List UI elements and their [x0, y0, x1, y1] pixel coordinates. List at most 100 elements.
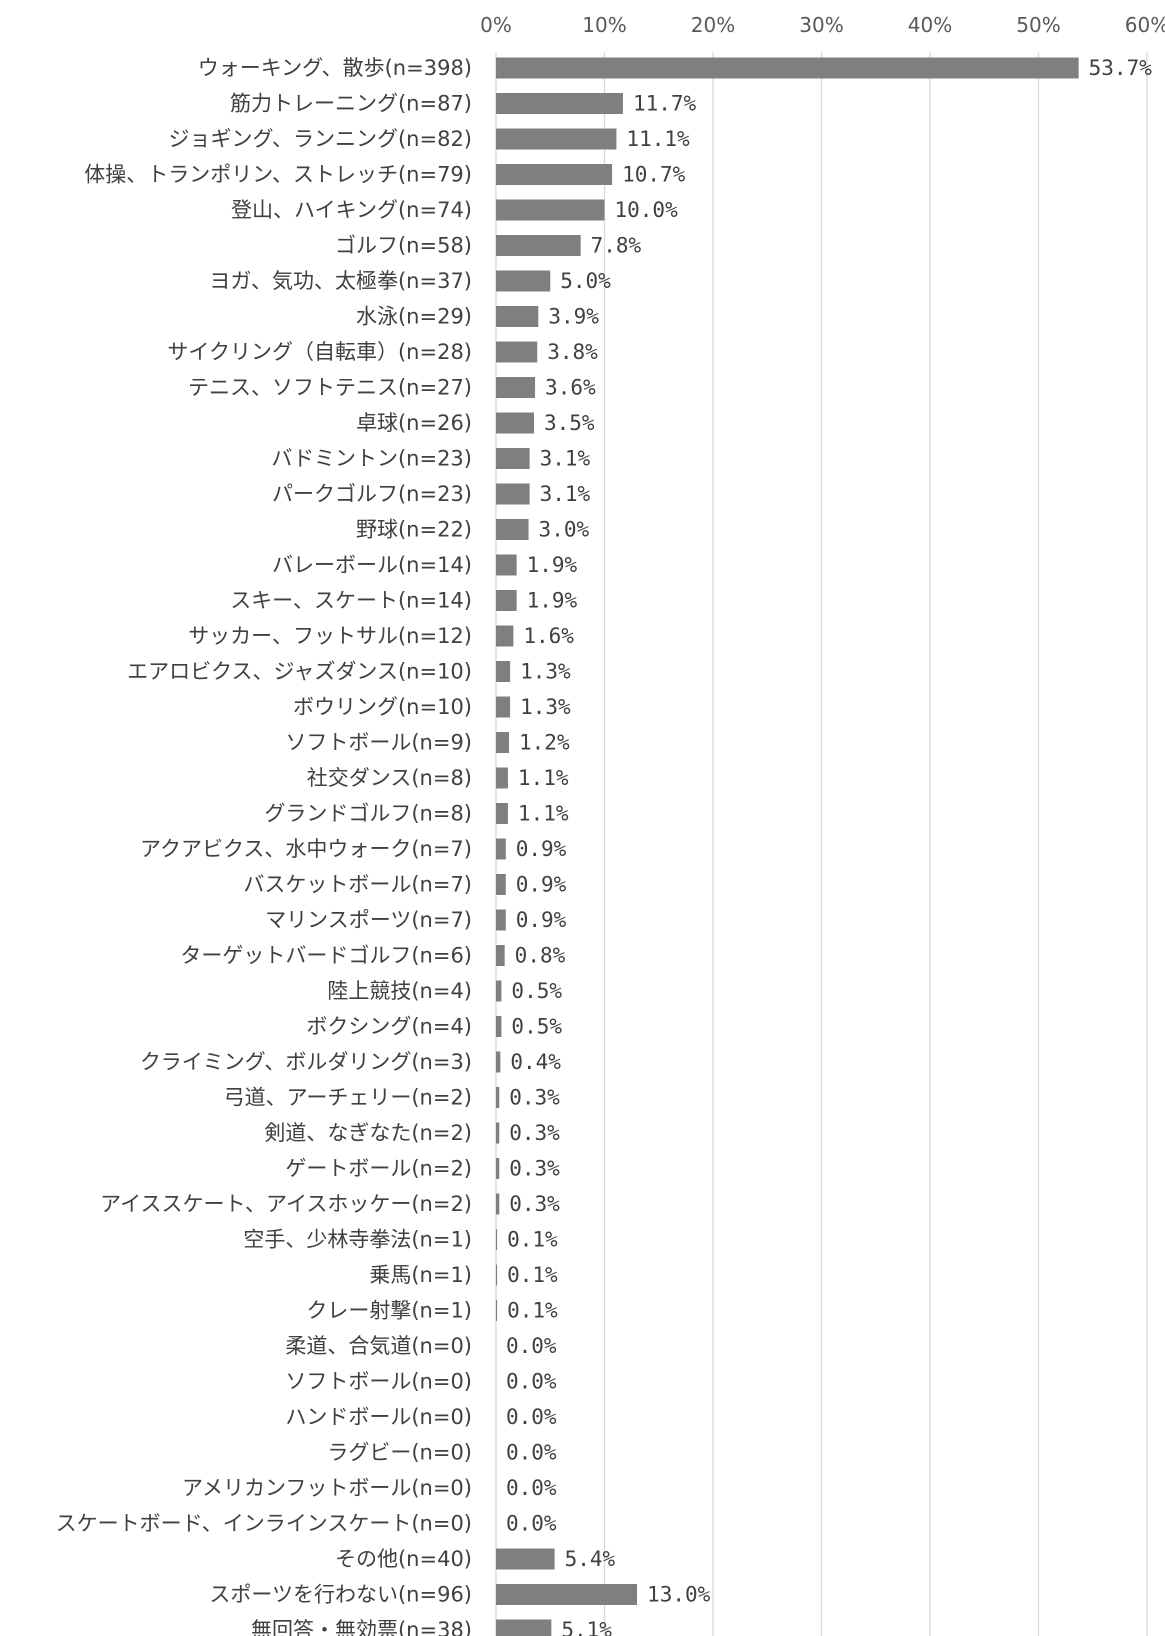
- bar: [496, 93, 623, 114]
- x-tick-label: 40%: [908, 13, 952, 37]
- bar: [496, 57, 1079, 79]
- category-label: アメリカンフットボール(n=0): [182, 1476, 472, 1500]
- data-label: 5.4%: [565, 1547, 616, 1571]
- data-label: 0.5%: [511, 979, 562, 1003]
- data-label: 3.1%: [540, 482, 591, 506]
- bar: [496, 412, 534, 434]
- category-label: エアロビクス、ジャズダンス(n=10): [127, 660, 472, 684]
- category-label: クレー射撃(n=1): [306, 1299, 472, 1323]
- bar: [496, 377, 536, 398]
- category-label: バレーボール(n=14): [272, 553, 472, 577]
- category-label: その他(n=40): [335, 1547, 472, 1571]
- bar: [496, 554, 517, 576]
- bar: [496, 306, 539, 327]
- category-label: ラグビー(n=0): [327, 1441, 472, 1465]
- bar: [496, 1016, 502, 1037]
- category-label: スケートボード、インラインスケート(n=0): [56, 1512, 472, 1536]
- data-label: 0.8%: [515, 944, 566, 968]
- category-label: ボクシング(n=4): [306, 1015, 472, 1039]
- bar: [496, 590, 517, 611]
- data-label: 3.5%: [544, 411, 595, 435]
- bar: [496, 448, 530, 469]
- data-label: 0.0%: [506, 1441, 557, 1465]
- x-tick-label: 50%: [1016, 13, 1060, 37]
- data-label: 1.9%: [527, 589, 578, 613]
- data-label: 0.0%: [506, 1512, 557, 1536]
- data-label: 0.1%: [507, 1299, 558, 1323]
- bar: [496, 1584, 638, 1605]
- data-label: 3.9%: [548, 305, 599, 329]
- category-label: バドミントン(n=23): [271, 447, 472, 471]
- category-label: 無回答・無効票(n=38): [251, 1618, 472, 1636]
- bar: [496, 1264, 498, 1286]
- x-tick-label: 20%: [691, 13, 735, 37]
- data-label: 11.7%: [633, 92, 697, 116]
- category-label: 陸上競技(n=4): [327, 979, 472, 1003]
- bars: [496, 57, 1079, 1636]
- bar: [496, 980, 502, 1002]
- category-label: ターゲットバードゴルフ(n=6): [180, 944, 472, 968]
- data-label: 0.9%: [516, 837, 567, 861]
- data-label: 0.3%: [509, 1121, 560, 1145]
- category-label: マリンスポーツ(n=7): [265, 908, 472, 932]
- category-label: 柔道、合気道(n=0): [285, 1334, 472, 1358]
- bar: [496, 1122, 500, 1144]
- data-label: 53.7%: [1089, 56, 1153, 80]
- category-label: ゲートボール(n=2): [285, 1157, 472, 1181]
- category-label: 体操、トランポリン、ストレッチ(n=79): [84, 163, 472, 187]
- bar: [496, 767, 508, 789]
- bar: [496, 483, 530, 505]
- category-label: ボウリング(n=10): [293, 695, 472, 719]
- data-label: 0.3%: [509, 1086, 560, 1110]
- data-label: 3.0%: [539, 518, 590, 542]
- data-label: 3.8%: [547, 340, 598, 364]
- category-label: ソフトボール(n=9): [285, 731, 472, 755]
- bar: [496, 909, 506, 931]
- category-label: ヨガ、気功、太極拳(n=37): [209, 269, 472, 293]
- category-label: ハンドボール(n=0): [285, 1405, 472, 1429]
- category-label: 水泳(n=29): [356, 305, 472, 329]
- data-label: 13.0%: [647, 1583, 711, 1607]
- bar: [496, 732, 510, 753]
- bar: [496, 199, 605, 221]
- data-label: 1.1%: [518, 766, 569, 790]
- x-tick-label: 0%: [480, 13, 512, 37]
- category-label: 弓道、アーチェリー(n=2): [224, 1086, 472, 1110]
- category-labels: ウォーキング、散歩(n=398) 筋力トレーニング(n=87) ジョギング、ランニン…: [56, 56, 472, 1636]
- bar: [496, 1087, 500, 1108]
- category-label: サッカー、フットサル(n=12): [188, 624, 472, 648]
- bar: [496, 1548, 555, 1570]
- data-label: 10.7%: [622, 163, 686, 187]
- data-label: 0.5%: [511, 1015, 562, 1039]
- bar: [496, 1158, 500, 1179]
- gridlines: [495, 52, 1148, 1636]
- data-label: 5.0%: [560, 269, 611, 293]
- data-label: 10.0%: [615, 198, 679, 222]
- data-label: 5.1%: [561, 1618, 612, 1636]
- category-label: バスケットボール(n=7): [243, 873, 472, 897]
- data-label: 0.0%: [506, 1334, 557, 1358]
- x-tick-label: 10%: [582, 13, 626, 37]
- category-label: サイクリング（自転車）(n=28): [167, 340, 472, 364]
- data-label: 0.1%: [507, 1228, 558, 1252]
- category-label: パークゴルフ(n=23): [272, 482, 472, 506]
- bar: [496, 945, 505, 966]
- data-label: 1.1%: [518, 802, 569, 826]
- bar: [496, 1619, 552, 1636]
- data-label: 0.3%: [509, 1192, 560, 1216]
- data-label: 1.3%: [520, 660, 571, 684]
- data-label: 3.1%: [540, 447, 591, 471]
- data-label: 0.3%: [509, 1157, 560, 1181]
- data-label: 0.9%: [516, 873, 567, 897]
- category-label: ソフトボール(n=0): [285, 1370, 472, 1394]
- bar: [496, 1229, 498, 1250]
- category-label: 卓球(n=26): [356, 411, 472, 435]
- value-labels: 53.7% 11.7% 11.1% 10.7% 10.0% 7.8% 5.0% 3.9% 3.8…: [506, 56, 1152, 1636]
- bar: [496, 625, 514, 647]
- data-label: 3.6%: [545, 376, 596, 400]
- bar: [496, 128, 617, 150]
- bar: [496, 235, 581, 256]
- category-label: ゴルフ(n=58): [335, 234, 472, 258]
- bar: [496, 519, 529, 540]
